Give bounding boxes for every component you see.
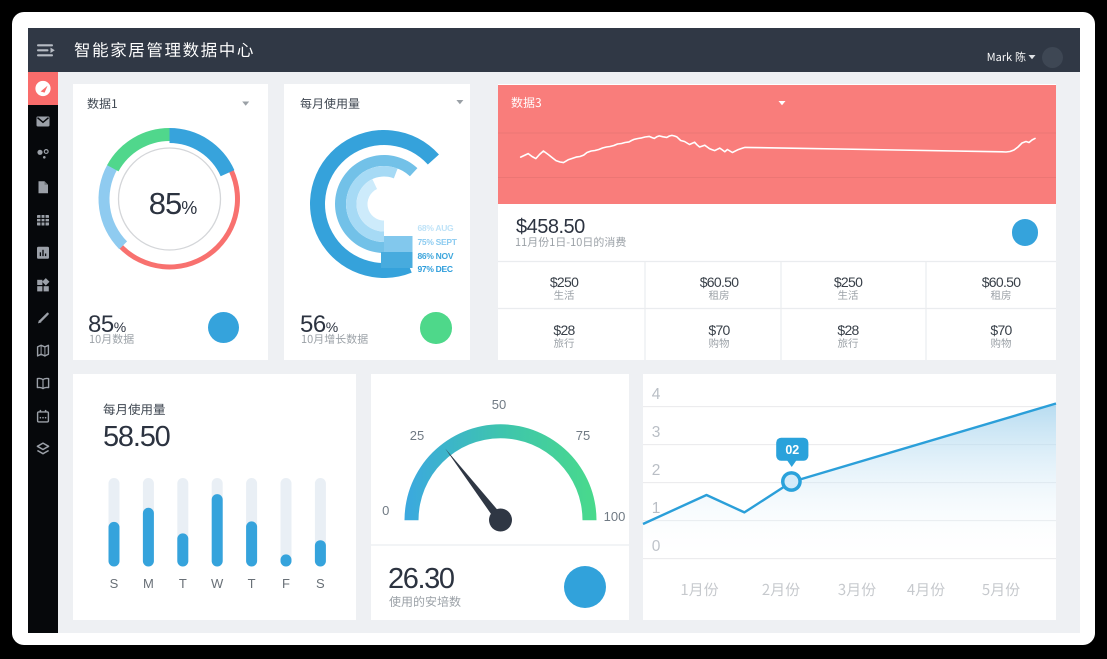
svg-text:02: 02 <box>785 443 799 457</box>
